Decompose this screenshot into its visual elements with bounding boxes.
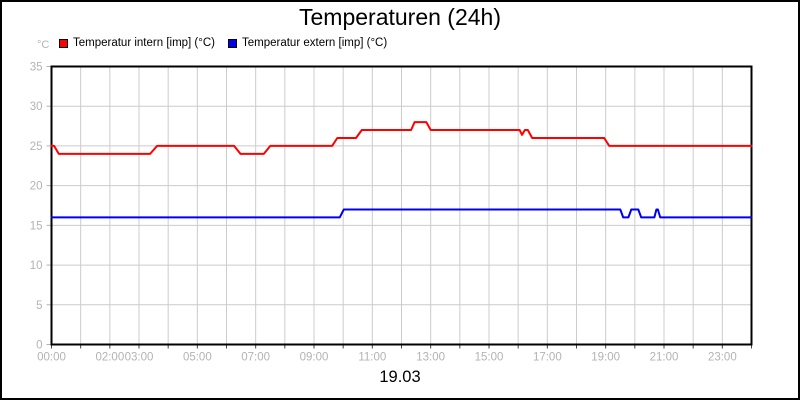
svg-text:20: 20 [30,181,43,193]
series-line-extern [50,208,753,219]
legend-swatch-extern-icon [228,38,237,48]
series-line-intern [50,121,753,155]
x-axis-date-label: 19.03 [379,368,421,386]
axis-ticks [46,66,752,349]
svg-text:17:00: 17:00 [533,352,562,364]
legend-item-intern: Temperatur intern [imp] (°C) [59,37,215,49]
svg-text:21:00: 21:00 [650,352,679,364]
svg-text:35: 35 [30,62,43,74]
legend-label-intern: Temperatur intern [imp] (°C) [73,37,215,49]
svg-text:03:00: 03:00 [125,352,154,364]
x-axis-labels: 00:00 02:00 03:00 05:00 07:00 09:00 11:00 13:00… [37,352,737,364]
svg-text:05:00: 05:00 [183,352,212,364]
gridlines [51,66,752,345]
y-axis-labels: 0 5 10 15 20 25 30 35 [30,62,43,352]
svg-text:09:00: 09:00 [300,352,329,364]
legend-swatch-intern-icon [59,38,68,48]
plot-border [50,65,753,346]
svg-text:5: 5 [36,300,42,312]
svg-text:02:00: 02:00 [95,352,124,364]
svg-text:13:00: 13:00 [416,352,445,364]
svg-text:15: 15 [30,220,43,232]
svg-text:11:00: 11:00 [358,352,386,364]
svg-text:10: 10 [30,260,43,272]
svg-text:19:00: 19:00 [591,352,620,364]
svg-text:15:00: 15:00 [475,352,504,364]
svg-text:0: 0 [36,340,42,352]
svg-text:00:00: 00:00 [37,352,66,364]
chart-title: Temperaturen (24h) [299,4,501,30]
svg-text:07:00: 07:00 [241,352,270,364]
svg-text:23:00: 23:00 [708,352,737,364]
legend-label-extern: Temperatur extern [imp] (°C) [242,37,388,49]
y-axis-unit-label: °C [37,39,50,51]
legend-item-extern: Temperatur extern [imp] (°C) [228,37,387,49]
svg-text:25: 25 [30,141,43,153]
svg-text:30: 30 [30,101,43,113]
